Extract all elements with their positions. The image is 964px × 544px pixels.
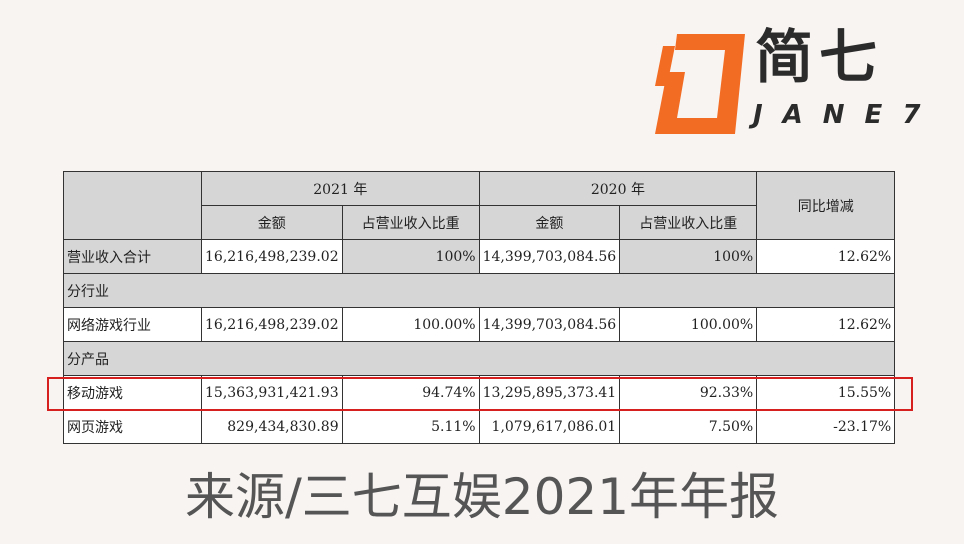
- header-corner-cell: [63, 171, 202, 240]
- row-label: 营业收入合计: [63, 239, 202, 274]
- source-caption: 来源/三七互娱2021年年报: [184, 468, 780, 526]
- table-row-total: 营业收入合计 16,216,498,239.02 100% 14,399,703…: [63, 239, 896, 274]
- header-share-2021: 占营业收入比重: [341, 205, 480, 240]
- table-row-mobile: 移动游戏 15,363,931,421.93 94.74% 13,295,895…: [63, 375, 896, 410]
- header-amount-2020: 金额: [478, 205, 621, 240]
- section-label-product: 分产品: [62, 341, 896, 376]
- table-row-industry: 网络游戏行业 16,216,498,239.02 100.00% 14,399,…: [63, 307, 896, 342]
- table-row-web: 网页游戏 829,434,830.89 5.11% 1,079,617,086.…: [63, 409, 896, 444]
- cell-share-2021: 100.00%: [341, 307, 480, 342]
- header-amount-2021: 金额: [201, 205, 343, 240]
- header-share-2020: 占营业收入比重: [619, 205, 758, 240]
- cell-yoy: 12.62%: [756, 307, 896, 342]
- cell-share-2021: 100%: [341, 239, 480, 274]
- cell-yoy: 15.55%: [756, 375, 896, 410]
- cell-amount-2020: 13,295,895,373.41: [478, 375, 621, 410]
- header-year-2021: 2021 年: [201, 171, 480, 206]
- row-label: 移动游戏: [63, 375, 202, 410]
- row-label: 网络游戏行业: [63, 307, 202, 342]
- revenue-table: 2021 年 2020 年 同比增减 金额 占营业收入比重 金额 占营业收入比重…: [62, 171, 896, 444]
- section-row-industry: 分行业: [62, 273, 896, 308]
- cell-amount-2021: 829,434,830.89: [201, 409, 343, 444]
- header-row-columns: 金额 占营业收入比重 金额 占营业收入比重: [64, 205, 895, 240]
- cell-amount-2020: 14,399,703,084.56: [478, 307, 621, 342]
- section-label-industry: 分行业: [62, 273, 896, 308]
- brand-logo: 简七 JANE7: [655, 18, 920, 138]
- cell-amount-2021: 16,216,498,239.02: [201, 239, 343, 274]
- cell-amount-2020: 14,399,703,084.56: [478, 239, 621, 274]
- cell-share-2021: 94.74%: [341, 375, 480, 410]
- cell-share-2020: 100%: [619, 239, 758, 274]
- cell-yoy: 12.62%: [756, 239, 896, 274]
- cell-share-2020: 7.50%: [619, 409, 758, 444]
- jane7-logo-mark-icon: [655, 34, 745, 134]
- logo-name-cn: 简七: [755, 23, 884, 91]
- header-yoy: 同比增减: [756, 171, 896, 240]
- cell-yoy: -23.17%: [756, 409, 896, 444]
- logo-name-en: JANE7: [753, 100, 941, 130]
- section-row-product: 分产品: [62, 341, 896, 376]
- header-row-years: 2021 年 2020 年 同比增减: [63, 171, 896, 240]
- cell-share-2020: 92.33%: [619, 375, 758, 410]
- cell-amount-2020: 1,079,617,086.01: [478, 409, 621, 444]
- cell-share-2020: 100.00%: [619, 307, 758, 342]
- cell-amount-2021: 15,363,931,421.93: [201, 375, 343, 410]
- row-label: 网页游戏: [63, 409, 202, 444]
- cell-share-2021: 5.11%: [341, 409, 480, 444]
- cell-amount-2021: 16,216,498,239.02: [201, 307, 343, 342]
- header-year-2020: 2020 年: [478, 171, 758, 206]
